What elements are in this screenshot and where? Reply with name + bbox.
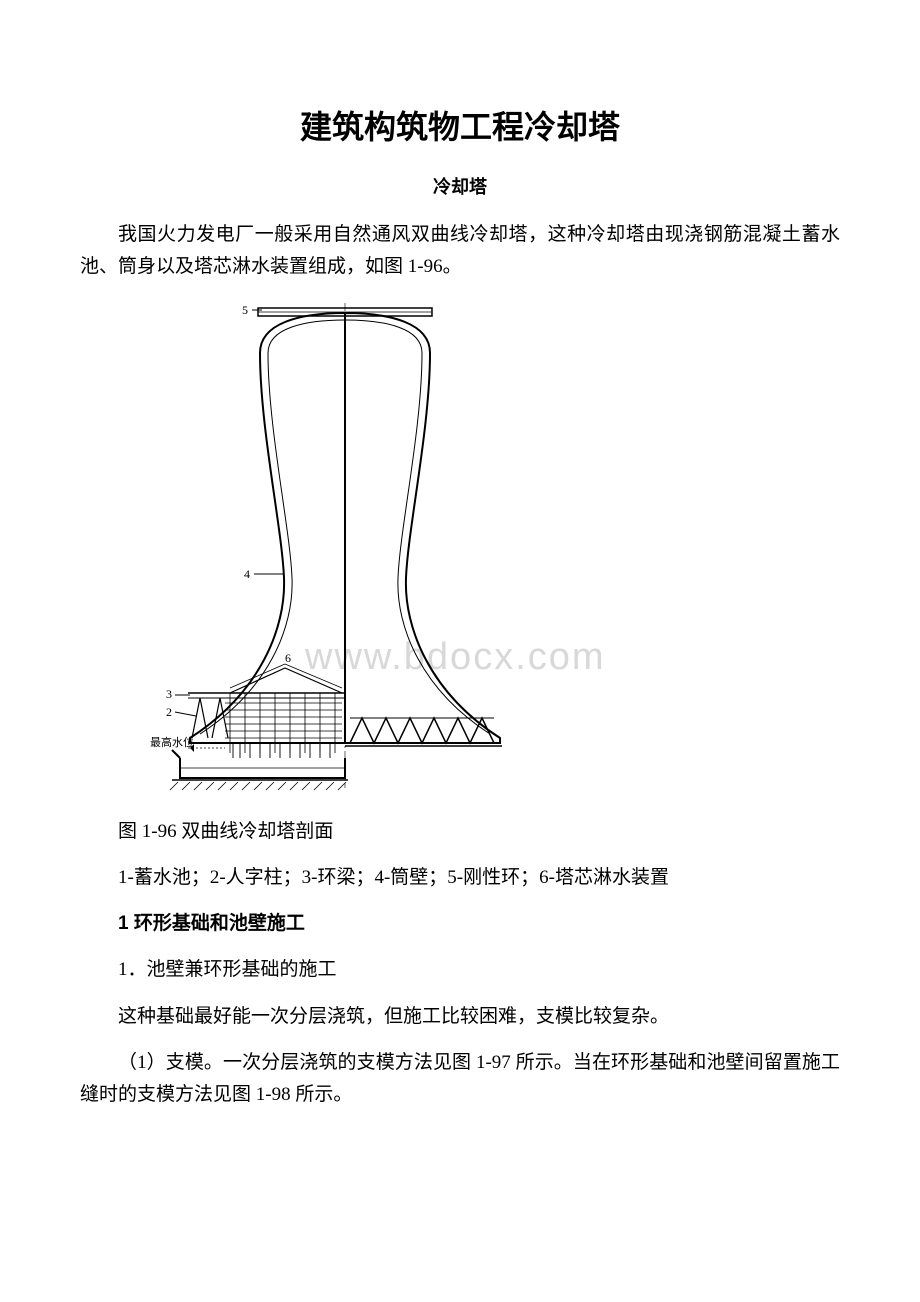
document-title: 建筑构筑物工程冷却塔 xyxy=(80,100,840,154)
section-1-heading: 1 环形基础和池壁施工 xyxy=(80,908,840,940)
figure-label-5: 5 xyxy=(242,303,248,317)
cooling-tower-diagram: 5 4 3 2 xyxy=(130,298,550,798)
figure-label-2: 2 xyxy=(166,705,172,719)
page-content: 建筑构筑物工程冷却塔 冷却塔 我国火力发电厂一般采用自然通风双曲线冷却塔，这种冷… xyxy=(80,100,840,1112)
figure-1-96: 5 4 3 2 xyxy=(130,298,840,798)
section-1-p3: （1）支模。一次分层浇筑的支模方法见图 1-97 所示。当在环形基础和池壁间留置… xyxy=(80,1047,840,1112)
section-1-p1: 1．池壁兼环形基础的施工 xyxy=(80,954,840,986)
section-1-p2: 这种基础最好能一次分层浇筑，但施工比较困难，支模比较复杂。 xyxy=(80,1001,840,1033)
figure-label-water-level: 最高水位 xyxy=(150,735,194,749)
figure-label-6: 6 xyxy=(285,651,291,665)
intro-paragraph: 我国火力发电厂一般采用自然通风双曲线冷却塔，这种冷却塔由现浇钢筋混凝土蓄水池、筒… xyxy=(80,219,840,284)
figure-legend: 1-蓄水池；2-人字柱；3-环梁；4-筒壁；5-刚性环；6-塔芯淋水装置 xyxy=(80,862,840,894)
document-subtitle: 冷却塔 xyxy=(80,172,840,203)
figure-caption: 图 1-96 双曲线冷却塔剖面 xyxy=(80,816,840,848)
figure-label-4: 4 xyxy=(244,567,250,581)
figure-label-3: 3 xyxy=(166,687,172,701)
